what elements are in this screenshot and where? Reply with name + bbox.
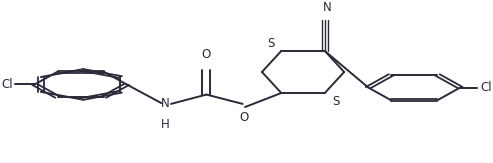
Text: N: N: [161, 97, 170, 110]
Text: N: N: [323, 1, 332, 14]
Text: Cl: Cl: [1, 78, 12, 91]
Text: O: O: [240, 111, 248, 124]
Text: H: H: [161, 118, 170, 131]
Text: Cl: Cl: [480, 81, 492, 94]
Text: S: S: [267, 37, 274, 50]
Text: S: S: [332, 95, 339, 108]
Text: O: O: [202, 48, 211, 61]
